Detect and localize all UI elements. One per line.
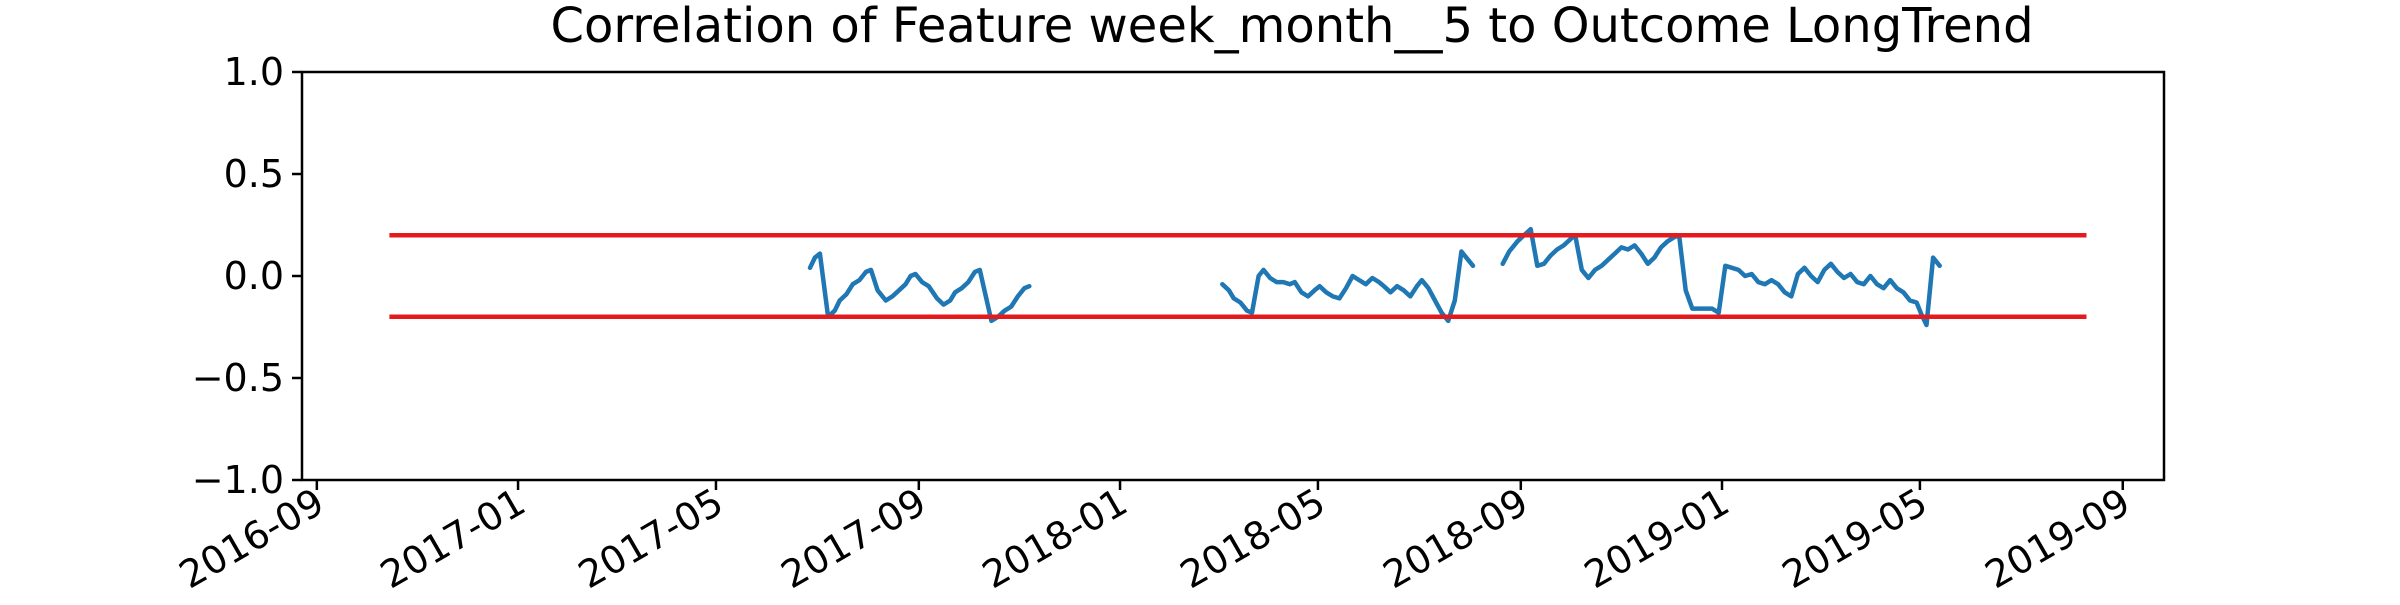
y-tick-label: −1.0 — [192, 458, 284, 502]
series-line-segment-3 — [1500, 226, 1942, 328]
plot-frame — [300, 70, 2166, 482]
series-line-segment-1 — [807, 251, 1032, 324]
y-tick-label: −0.5 — [192, 356, 284, 400]
chart-title: Correlation of Feature week_month__5 to … — [550, 0, 2033, 54]
x-tick-label: 2019-05 — [1775, 480, 1935, 597]
y-tick-label: 0.0 — [224, 254, 284, 298]
series-layer — [807, 226, 1942, 328]
x-tick-label: 2018-05 — [1173, 480, 1333, 597]
x-tick-label: 2018-09 — [1376, 480, 1536, 597]
x-tick-label: 2019-01 — [1577, 480, 1737, 597]
x-tick-label: 2017-05 — [571, 480, 731, 597]
series-line-segment-2 — [1220, 249, 1476, 324]
x-tick-label: 2018-01 — [975, 480, 1135, 597]
x-tick-label: 2017-01 — [373, 480, 533, 597]
y-tick-label: 1.0 — [224, 50, 284, 94]
y-tick-label: 0.5 — [224, 152, 284, 196]
x-tick-label: 2019-09 — [1978, 480, 2138, 597]
x-tick-label: 2017-09 — [774, 480, 934, 597]
reference-lines — [389, 232, 2087, 320]
